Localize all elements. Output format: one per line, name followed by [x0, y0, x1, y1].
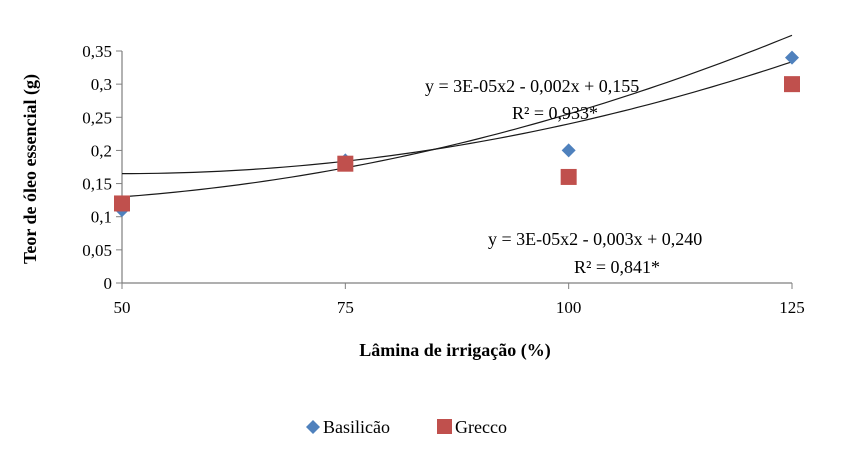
point-series-2: [560, 168, 577, 185]
point-series-2: [784, 76, 800, 93]
point-series-2: [114, 195, 130, 212]
series-2-r2: R² = 0,841*: [574, 257, 660, 277]
y-tick-label: 0,25: [82, 108, 112, 127]
legend: Basilicão Grecco: [306, 417, 507, 437]
y-tick-label: 0: [104, 274, 113, 293]
series-1-r2: R² = 0,933*: [512, 103, 598, 123]
data-points: [114, 50, 800, 218]
point-series-1: [561, 143, 576, 158]
x-axis-title: Lâmina de irrigação (%): [359, 340, 550, 361]
axes: [121, 51, 792, 284]
y-tick-label: 0,05: [82, 241, 112, 260]
x-tick-label: 50: [114, 298, 131, 317]
y-tick-label: 0,35: [82, 42, 112, 61]
x-tick-label: 100: [556, 298, 582, 317]
x-tick-label: 75: [337, 298, 354, 317]
y-tick-label: 0,15: [82, 175, 112, 194]
series-2-equation: y = 3E-05x2 - 0,003x + 0,240: [488, 229, 702, 249]
x-tick-label: 125: [779, 298, 805, 317]
legend-label-grecco: Grecco: [455, 417, 507, 437]
trend-line-series-1: [121, 34, 793, 198]
legend-square-icon: [437, 419, 452, 434]
series-1-equation: y = 3E-05x2 - 0,002x + 0,155: [425, 76, 639, 96]
y-tick-label: 0,3: [91, 75, 112, 94]
ticks: 0 0,05 0,1 0,15 0,2 0,25 0,3 0,35 50 75 100 125: [82, 42, 805, 317]
y-axis-title: Teor de óleo essencial (g): [20, 74, 41, 264]
trend-lines: [121, 34, 793, 198]
point-series-1: [785, 50, 799, 65]
trend-line-series-2: [121, 61, 793, 175]
point-series-2: [337, 155, 354, 172]
legend-label-basilicao: Basilicão: [323, 417, 390, 437]
y-tick-label: 0,2: [91, 141, 112, 160]
legend-diamond-icon: [306, 420, 320, 434]
y-tick-label: 0,1: [91, 208, 112, 227]
